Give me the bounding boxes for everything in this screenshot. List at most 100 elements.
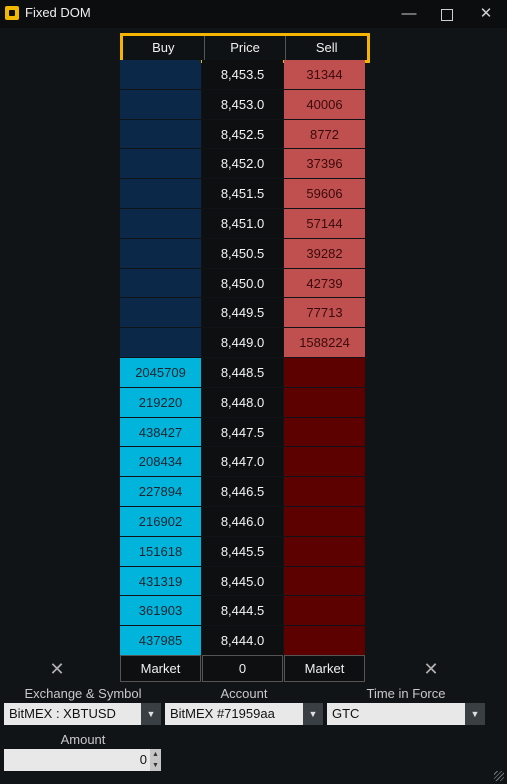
- resize-grip-icon[interactable]: [494, 771, 504, 781]
- exchange-symbol-select[interactable]: BitMEX : XBTUSD ▼: [4, 703, 161, 725]
- buy-cell[interactable]: [120, 238, 201, 268]
- price-cell: 8,446.5: [202, 477, 283, 506]
- price-cell: 8,453.5: [202, 60, 283, 89]
- ladder-row: 219220 8,448.0: [120, 387, 369, 418]
- ladder-row: 8,453.5 31344: [120, 60, 369, 90]
- price-cell: 8,449.0: [202, 328, 283, 357]
- exchange-symbol-value: BitMEX : XBTUSD: [9, 706, 116, 721]
- sell-cell[interactable]: 40006: [284, 89, 365, 119]
- price-cell: 8,444.0: [202, 626, 283, 655]
- close-button[interactable]: ✕: [479, 5, 493, 22]
- sell-cell[interactable]: 77713: [284, 298, 365, 328]
- buy-cell[interactable]: [120, 179, 201, 208]
- price-cell: 8,452.0: [202, 149, 283, 179]
- buy-cell[interactable]: 438427: [120, 417, 201, 447]
- time-in-force-value: GTC: [332, 706, 360, 721]
- dom-ladder: 8,453.5 31344 8,453.0 40006 8,452.5 8772 8,452…: [120, 60, 369, 656]
- amount-spinner[interactable]: ▲ ▼: [150, 749, 161, 771]
- chevron-down-icon[interactable]: ▼: [141, 703, 161, 725]
- sell-cell[interactable]: 8772: [284, 119, 365, 149]
- sell-column-header[interactable]: Sell: [315, 40, 338, 55]
- buy-cell[interactable]: 361903: [120, 596, 201, 626]
- price-column-header[interactable]: Price: [205, 36, 287, 60]
- chevron-down-icon[interactable]: ▼: [303, 703, 323, 725]
- price-cell: 8,451.0: [202, 208, 283, 238]
- sell-cell[interactable]: 31344: [284, 60, 365, 89]
- buy-cell[interactable]: 219220: [120, 387, 201, 417]
- sell-cell[interactable]: [284, 387, 365, 417]
- ladder-row: 437985 8,444.0: [120, 626, 369, 656]
- amount-label: Amount: [60, 732, 106, 747]
- sell-cell[interactable]: [284, 506, 365, 536]
- dom-header: Buy Price Sell: [120, 33, 370, 63]
- buy-cell[interactable]: [120, 268, 201, 298]
- price-cell: 8,445.0: [202, 566, 283, 596]
- market-sell-button[interactable]: Market: [284, 655, 365, 682]
- buy-cell[interactable]: 216902: [120, 506, 201, 536]
- price-cell: 8,450.5: [202, 238, 283, 268]
- price-cell: 8,447.0: [202, 447, 283, 477]
- cancel-buy-orders-icon[interactable]: ✕: [49, 659, 65, 679]
- chevron-down-icon[interactable]: ▼: [465, 703, 485, 725]
- position-display: 0: [202, 655, 283, 682]
- account-label: Account: [220, 686, 268, 701]
- buy-cell[interactable]: 437985: [120, 626, 201, 655]
- window-title: Fixed DOM: [25, 5, 91, 20]
- ladder-row: 227894 8,446.5: [120, 477, 369, 507]
- buy-cell[interactable]: [120, 328, 201, 357]
- maximize-button[interactable]: [430, 0, 464, 28]
- time-in-force-select[interactable]: GTC ▼: [327, 703, 485, 725]
- maximize-icon: [441, 9, 453, 21]
- price-cell: 8,446.0: [202, 506, 283, 536]
- buy-cell[interactable]: [120, 119, 201, 149]
- buy-cell[interactable]: [120, 60, 201, 89]
- ladder-row: 208434 8,447.0: [120, 447, 369, 477]
- buy-cell[interactable]: [120, 298, 201, 328]
- ladder-row: 8,451.0 57144: [120, 208, 369, 239]
- buy-cell[interactable]: [120, 149, 201, 179]
- sell-cell[interactable]: [284, 596, 365, 626]
- sell-cell[interactable]: 1588224: [284, 328, 365, 357]
- account-select[interactable]: BitMEX #71959aa ▼: [165, 703, 323, 725]
- market-buy-button[interactable]: Market: [120, 655, 201, 682]
- sell-cell[interactable]: [284, 566, 365, 596]
- sell-cell[interactable]: [284, 626, 365, 655]
- sell-cell[interactable]: [284, 357, 365, 387]
- buy-cell[interactable]: 431319: [120, 566, 201, 596]
- sell-cell[interactable]: [284, 447, 365, 477]
- exchange-symbol-label: Exchange & Symbol: [24, 686, 142, 701]
- buy-cell[interactable]: 151618: [120, 536, 201, 566]
- price-cell: 8,444.5: [202, 596, 283, 626]
- sell-cell[interactable]: [284, 536, 365, 566]
- time-in-force-label: Time in Force: [366, 686, 446, 701]
- price-cell: 8,445.5: [202, 536, 283, 566]
- buy-cell[interactable]: [120, 89, 201, 119]
- amount-value: 0: [139, 752, 147, 767]
- buy-column-header[interactable]: Buy: [123, 36, 205, 60]
- price-cell: 8,450.0: [202, 268, 283, 298]
- buy-cell[interactable]: 2045709: [120, 357, 201, 387]
- title-bar: Fixed DOM — ✕: [0, 0, 507, 28]
- sell-cell[interactable]: 42739: [284, 268, 365, 298]
- buy-cell[interactable]: 208434: [120, 447, 201, 477]
- ladder-row: 2045709 8,448.5: [120, 357, 369, 388]
- ladder-row: 8,450.5 39282: [120, 238, 369, 269]
- sell-cell[interactable]: 37396: [284, 149, 365, 179]
- price-cell: 8,452.5: [202, 119, 283, 149]
- buy-cell[interactable]: 227894: [120, 477, 201, 506]
- sell-cell[interactable]: 39282: [284, 238, 365, 268]
- sell-cell[interactable]: [284, 417, 365, 447]
- price-cell: 8,448.0: [202, 387, 283, 417]
- amount-input[interactable]: 0 ▲ ▼: [4, 749, 161, 771]
- price-cell: 8,447.5: [202, 417, 283, 447]
- account-value: BitMEX #71959aa: [170, 706, 275, 721]
- sell-cell[interactable]: 57144: [284, 208, 365, 238]
- minimize-button[interactable]: —: [401, 5, 417, 22]
- sell-cell[interactable]: [284, 477, 365, 506]
- ladder-row: 8,452.5 8772: [120, 119, 369, 150]
- buy-cell[interactable]: [120, 208, 201, 238]
- cancel-sell-orders-icon[interactable]: ✕: [423, 659, 439, 679]
- ladder-row: 431319 8,445.0: [120, 566, 369, 597]
- ladder-row: 8,449.0 1588224: [120, 328, 369, 358]
- sell-cell[interactable]: 59606: [284, 179, 365, 208]
